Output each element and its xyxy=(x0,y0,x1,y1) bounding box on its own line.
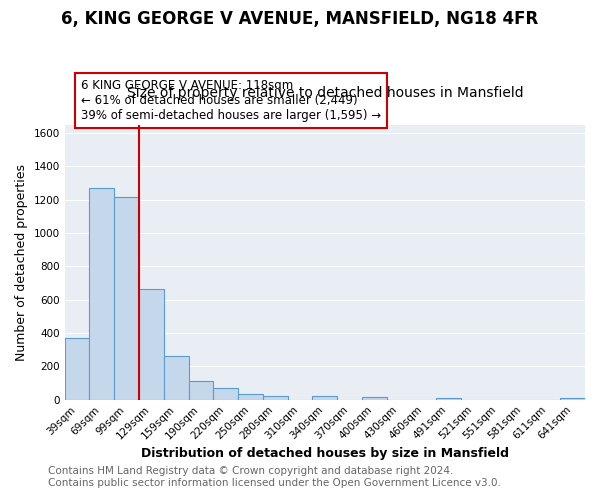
Bar xyxy=(114,198,139,400)
Bar xyxy=(139,289,164,400)
Bar xyxy=(263,396,287,400)
Bar xyxy=(560,398,585,400)
Y-axis label: Number of detached properties: Number of detached properties xyxy=(15,164,28,361)
Bar xyxy=(164,356,188,400)
Bar xyxy=(436,398,461,400)
Bar xyxy=(214,388,238,400)
Text: Contains HM Land Registry data © Crown copyright and database right 2024.
Contai: Contains HM Land Registry data © Crown c… xyxy=(48,466,501,487)
Bar xyxy=(188,380,214,400)
Bar xyxy=(65,338,89,400)
Bar xyxy=(238,394,263,400)
X-axis label: Distribution of detached houses by size in Mansfield: Distribution of detached houses by size … xyxy=(141,447,509,460)
Text: 6, KING GEORGE V AVENUE, MANSFIELD, NG18 4FR: 6, KING GEORGE V AVENUE, MANSFIELD, NG18… xyxy=(61,10,539,28)
Bar xyxy=(89,188,114,400)
Bar xyxy=(313,396,337,400)
Title: Size of property relative to detached houses in Mansfield: Size of property relative to detached ho… xyxy=(127,86,523,100)
Bar xyxy=(362,397,387,400)
Text: 6 KING GEORGE V AVENUE: 118sqm
← 61% of detached houses are smaller (2,449)
39% : 6 KING GEORGE V AVENUE: 118sqm ← 61% of … xyxy=(81,79,381,122)
